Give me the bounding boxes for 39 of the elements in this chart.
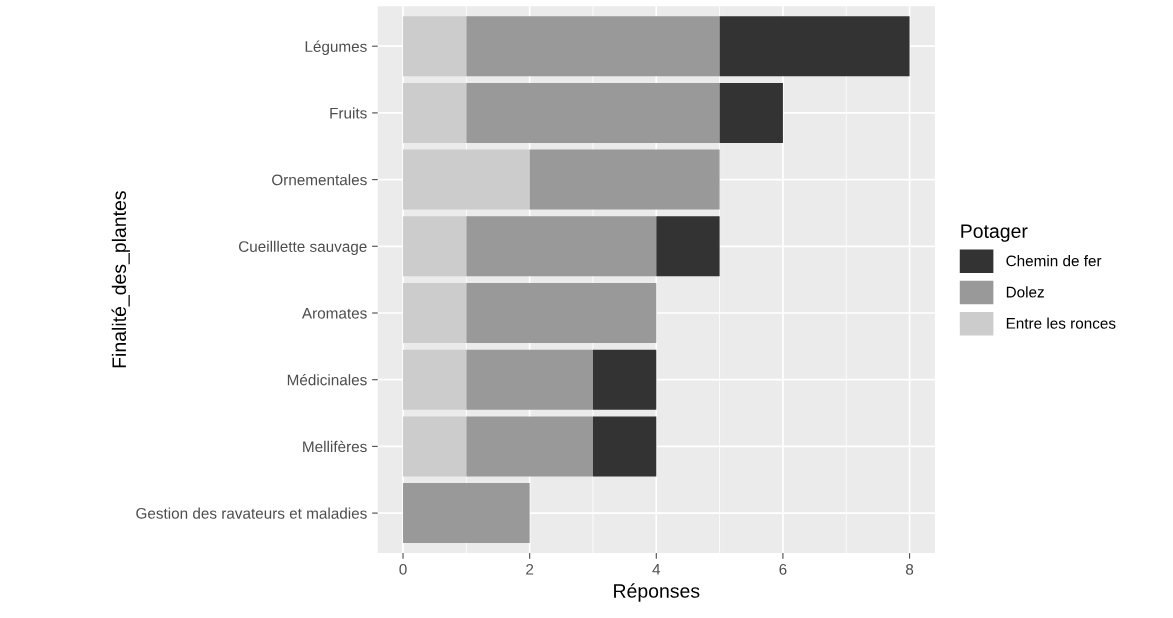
- bar: [403, 483, 530, 544]
- bar: [403, 349, 467, 410]
- legend-label: Dolez: [1006, 286, 1044, 298]
- x-tick-label: 0: [399, 563, 407, 575]
- y-tick-label: Aromates: [301, 308, 367, 319]
- bar: [656, 216, 720, 277]
- bar: [466, 82, 720, 143]
- bar: [403, 82, 467, 143]
- x-tick-label: 2: [526, 563, 534, 575]
- y-axis-title: Finalité_des_plantes: [111, 191, 130, 368]
- bar: [719, 16, 910, 77]
- y-tick-label: Médicinales: [287, 373, 367, 386]
- bar: [403, 282, 467, 344]
- bar: [466, 216, 657, 277]
- bar: [403, 216, 467, 277]
- y-tick-label: Cueilllette sauvage: [238, 240, 367, 255]
- legend-label: Entre les ronces: [1006, 317, 1116, 329]
- x-tick-label: 8: [905, 563, 914, 575]
- y-tick-label: Gestion des ravateurs et maladies: [136, 507, 367, 519]
- bar: [592, 416, 657, 477]
- bar: [466, 282, 657, 344]
- bar: [466, 416, 593, 477]
- bar: [466, 349, 593, 410]
- bar: [403, 416, 467, 477]
- y-tick-label: Fruits: [330, 107, 367, 119]
- bar: [719, 82, 783, 143]
- bar: [403, 16, 467, 77]
- x-tick-label: 6: [779, 563, 787, 575]
- bar: [466, 16, 720, 77]
- legend-title: Potager: [961, 224, 1028, 242]
- bar: [529, 149, 720, 210]
- y-tick-label: Ornementales: [272, 174, 367, 186]
- bar: [592, 349, 657, 410]
- legend-label: Chemin de fer: [1006, 255, 1102, 267]
- x-axis-title: Réponses: [614, 583, 700, 602]
- y-tick-label: Légumes: [305, 40, 367, 55]
- bar: [403, 149, 530, 210]
- y-tick-label: Mellifères: [303, 440, 367, 453]
- x-tick-label: 4: [652, 564, 661, 575]
